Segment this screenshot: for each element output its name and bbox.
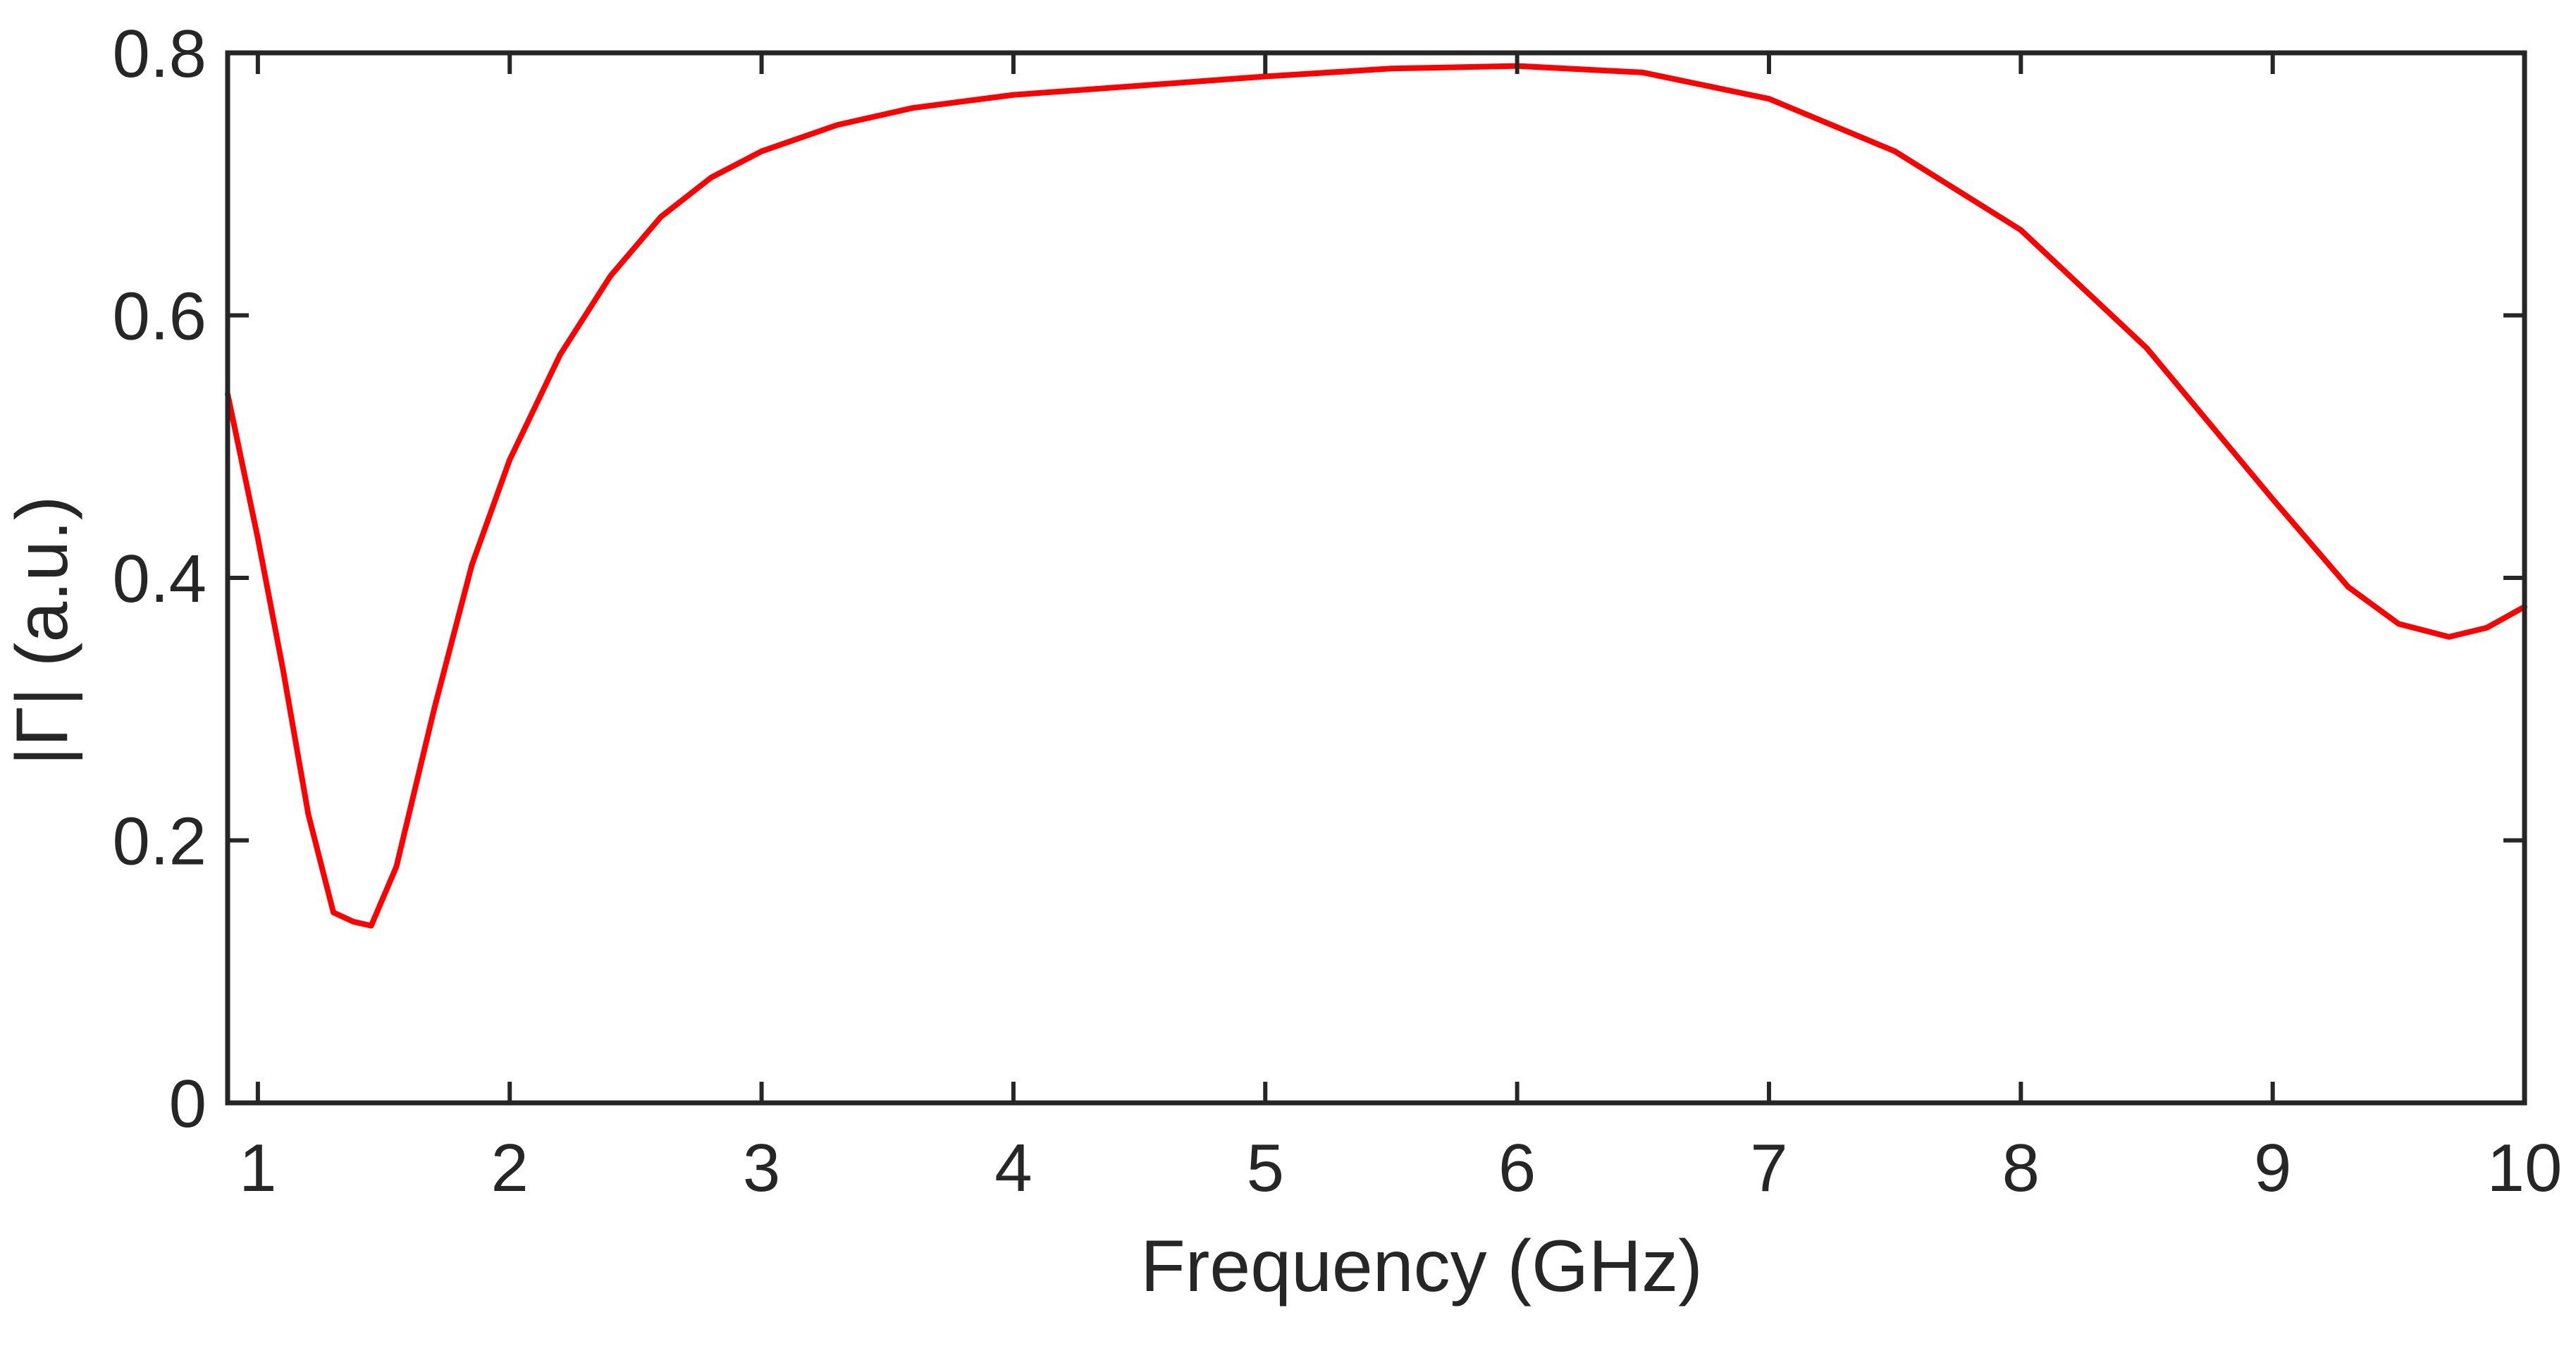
y-tick-label: 0.8 bbox=[113, 16, 207, 92]
x-tick-label: 7 bbox=[1750, 1130, 1787, 1206]
x-axis: 1 2 3 4 5 6 7 8 9 10 bbox=[239, 53, 2562, 1206]
x-tick-label: 9 bbox=[2254, 1130, 2291, 1206]
plot-area bbox=[225, 50, 2527, 1106]
y-tick-label: 0.6 bbox=[113, 279, 207, 354]
y-axis: 0 0.2 0.4 0.6 0.8 bbox=[113, 16, 2525, 1142]
x-axis-label: Frequency (GHz) bbox=[1140, 1225, 1703, 1307]
y-axis-label: |Γ| (a.u.) bbox=[1, 496, 83, 766]
x-tick-label: 3 bbox=[743, 1130, 780, 1206]
x-tick-label: 8 bbox=[2002, 1130, 2040, 1206]
y-tick-label: 0.4 bbox=[113, 541, 207, 617]
series-line-1 bbox=[225, 63, 2527, 929]
x-tick-label: 10 bbox=[2487, 1130, 2563, 1206]
y-tick-label: 0 bbox=[169, 1066, 207, 1142]
x-tick-label: 6 bbox=[1498, 1130, 1536, 1206]
x-tick-label: 2 bbox=[491, 1130, 529, 1206]
x-tick-label: 5 bbox=[1247, 1130, 1284, 1206]
y-tick-label: 0.2 bbox=[113, 804, 207, 879]
x-tick-label: 4 bbox=[994, 1130, 1032, 1206]
x-tick-label: 1 bbox=[239, 1130, 276, 1206]
plot-frame bbox=[225, 50, 2527, 1106]
